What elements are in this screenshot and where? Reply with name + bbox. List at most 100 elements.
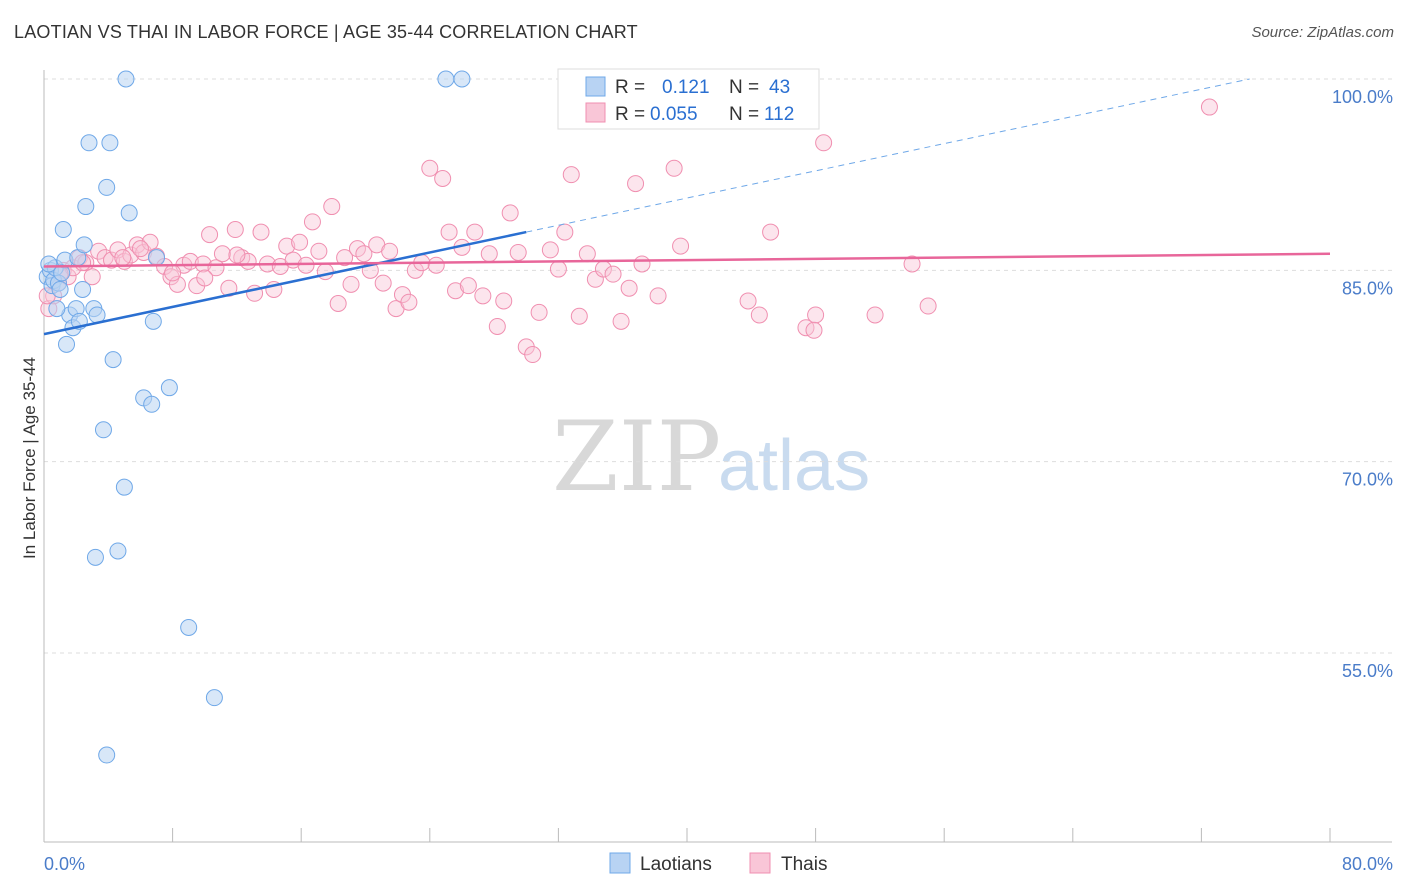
thai-point-57	[400, 293, 418, 311]
thai-point-43	[310, 242, 328, 260]
thai-point-11	[103, 251, 121, 269]
thai-point-94	[750, 306, 768, 324]
laotian-point-6	[51, 280, 69, 298]
legend-laotians-label: Laotians	[640, 854, 712, 875]
thai-point-42	[303, 213, 321, 231]
thais-r-label: R =	[615, 104, 645, 125]
thais-swatch	[585, 102, 606, 123]
watermark-atlas: atlas	[718, 426, 870, 506]
x-tick-label-1: 80.0%	[1342, 854, 1393, 874]
thai-point-98	[805, 321, 823, 339]
laotian-point-15	[74, 280, 92, 298]
thai-point-79	[556, 223, 574, 241]
thai-point-81	[570, 307, 588, 325]
thai-point-92	[672, 237, 690, 255]
thai-point-111	[228, 246, 246, 264]
tick-labels: 55.0% 70.0% 85.0% 100.0% 0.0% 80.0%	[44, 87, 1393, 874]
thai-point-103	[1200, 98, 1218, 116]
laotian-trend-line	[43, 230, 527, 336]
thai-point-71	[495, 292, 513, 310]
thai-point-54	[381, 242, 399, 260]
thai-point-8	[83, 268, 101, 286]
y-tick-label-2: 85.0%	[1342, 278, 1393, 298]
laotian-point-22	[98, 178, 116, 196]
thai-point-38	[278, 237, 296, 255]
grid	[44, 78, 1392, 654]
thai-point-89	[633, 255, 651, 273]
laotian-point-38	[437, 70, 455, 88]
thai-point-48	[342, 275, 360, 293]
legend-laotians-swatch	[609, 852, 631, 874]
thai-point-90	[649, 287, 667, 305]
laotian-point-39	[453, 70, 471, 88]
trend-lines	[43, 78, 1331, 336]
watermark-zip: ZIP	[552, 401, 721, 513]
thai-point-88	[627, 175, 645, 193]
laotian-point-35	[205, 689, 223, 707]
thai-point-61	[427, 256, 445, 274]
laotian-point-36	[86, 548, 104, 566]
thai-point-86	[612, 312, 630, 330]
thai-point-47	[336, 249, 354, 267]
laotian-point-31	[144, 312, 162, 330]
laotian-point-41	[53, 264, 71, 282]
data-points	[38, 70, 1218, 764]
thai-point-45	[323, 198, 341, 216]
thai-point-26	[201, 226, 219, 244]
thai-point-82	[578, 245, 596, 263]
thai-point-105	[114, 249, 132, 267]
thai-point-46	[329, 294, 347, 312]
thai-point-75	[524, 346, 542, 364]
thai-point-66	[459, 277, 477, 295]
thai-point-100	[866, 306, 884, 324]
laotians-r-label: R =	[615, 77, 645, 98]
thai-point-102	[919, 297, 937, 315]
laotians-n-value: 43	[769, 77, 790, 98]
laotian-point-40	[40, 255, 58, 273]
laotians-swatch	[585, 76, 606, 97]
thai-point-80	[562, 166, 580, 184]
thai-point-9	[90, 242, 108, 260]
thai-point-109	[164, 264, 182, 282]
chart-title: LAOTIAN VS THAI IN LABOR FORCE | AGE 35-…	[14, 22, 638, 42]
laotian-point-9	[58, 335, 76, 353]
thai-point-97	[807, 306, 825, 324]
laotian-point-18	[80, 134, 98, 152]
laotian-point-21	[94, 421, 112, 439]
thai-point-53	[374, 274, 392, 292]
thais-r-value: 0.055	[650, 104, 698, 125]
laotian-point-42	[48, 300, 66, 318]
thai-trend-line	[43, 252, 1331, 268]
thai-point-68	[474, 287, 492, 305]
thai-point-28	[213, 245, 231, 263]
axes	[43, 70, 1392, 843]
laotian-point-26	[115, 478, 133, 496]
laotian-point-33	[160, 379, 178, 397]
laotian-point-28	[117, 70, 135, 88]
thai-point-91	[665, 159, 683, 177]
thai-point-63	[440, 223, 458, 241]
thai-point-95	[762, 223, 780, 241]
thais-n-value: 112	[764, 104, 794, 125]
thai-point-50	[355, 245, 373, 263]
thai-point-44	[316, 263, 334, 281]
watermark: ZIP atlas	[552, 401, 870, 513]
thais-n-label: N =	[729, 104, 759, 125]
laotian-point-25	[109, 542, 127, 560]
thai-point-67	[466, 223, 484, 241]
laotian-point-34	[180, 618, 198, 636]
laotian-point-17	[77, 198, 95, 216]
thai-point-64	[447, 282, 465, 300]
stats-legend: R = 0.121 N = 43 R = 0.055 N = 112	[557, 68, 820, 130]
thai-point-106	[131, 240, 149, 258]
laotian-point-27	[120, 204, 138, 222]
thai-point-41	[297, 256, 315, 274]
thai-point-77	[541, 241, 559, 259]
thai-point-85	[604, 265, 622, 283]
thai-point-40	[291, 233, 309, 251]
laotian-point-37	[98, 746, 116, 764]
thai-point-93	[739, 292, 757, 310]
laotian-point-16	[75, 236, 93, 254]
laotian-point-23	[101, 134, 119, 152]
